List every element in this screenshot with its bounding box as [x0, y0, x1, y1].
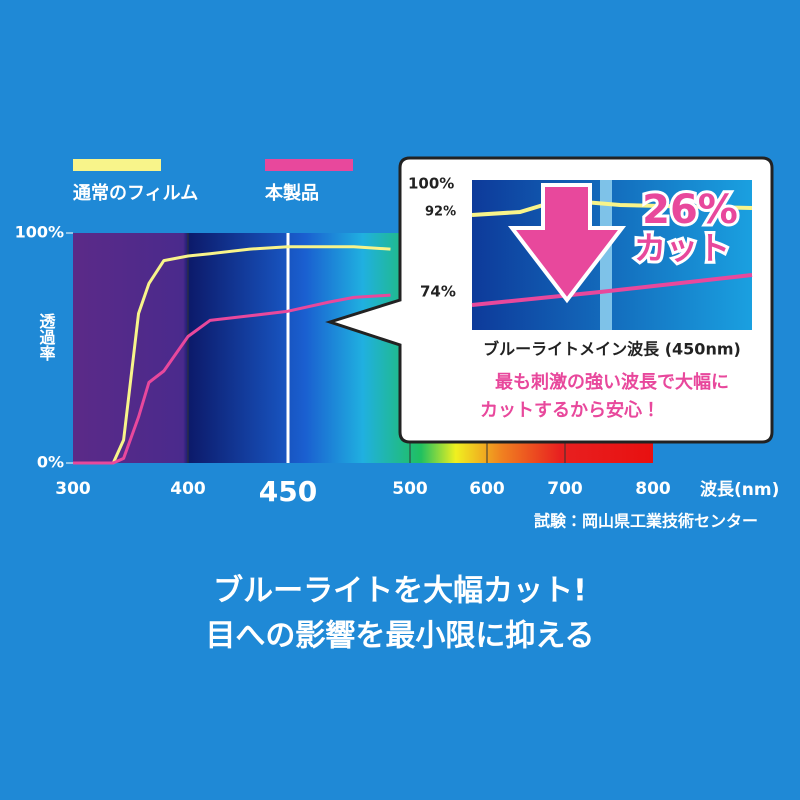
y-axis-label: 透過率: [37, 313, 56, 362]
callout-text: 最も刺激の強い波長で大幅に: [495, 371, 729, 393]
legend-swatch: [73, 159, 161, 171]
legend-label: 通常のフィルム: [73, 182, 198, 204]
series-line: [73, 245, 391, 465]
inset-label: 100%: [408, 175, 454, 193]
y-tick-label: 100%: [15, 223, 64, 242]
x-tick-label: 800: [635, 479, 671, 499]
y-tick-label: 0%: [37, 453, 64, 472]
headline: 目への影響を最小限に抑える: [205, 619, 594, 654]
inset-label: 92%: [425, 205, 456, 220]
callout-caption: ブルーライトメイン波長 (450nm): [483, 340, 741, 359]
x-tick-label: 600: [469, 479, 505, 499]
x-tick-label: 300: [55, 479, 91, 499]
callout-text: カットするから安心！: [480, 399, 660, 421]
x-tick-label: 450: [259, 475, 317, 508]
cut-word: カット: [634, 229, 730, 267]
inset-label: 74%: [420, 283, 456, 301]
legend-swatch: [265, 159, 353, 171]
x-tick-label: 400: [170, 479, 206, 499]
x-tick-label: 500: [392, 479, 428, 499]
series-line: [73, 293, 391, 465]
headline: ブルーライトを大幅カット!: [213, 574, 587, 609]
down-arrow: [507, 183, 627, 304]
x-axis-label: 波長(nm): [700, 479, 779, 500]
x-tick-label: 700: [547, 479, 583, 499]
cut-value: 26%: [642, 187, 738, 233]
inset-line: [471, 273, 753, 307]
source: 試験：岡山県工業技術センター: [534, 512, 758, 531]
legend-label: 本製品: [264, 182, 319, 204]
